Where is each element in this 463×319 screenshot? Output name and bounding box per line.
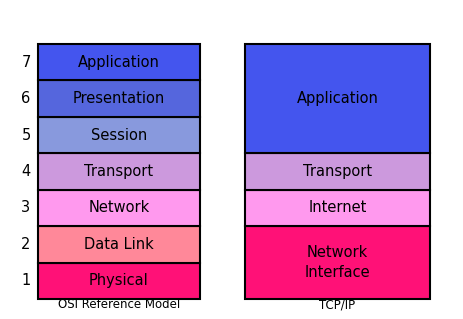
Bar bbox=[38, 44, 200, 80]
Text: Transport: Transport bbox=[84, 164, 154, 179]
Text: Application: Application bbox=[78, 55, 160, 70]
Text: Internet: Internet bbox=[308, 200, 367, 215]
Text: 7: 7 bbox=[21, 55, 31, 70]
Text: TCP/IP: TCP/IP bbox=[319, 298, 356, 311]
Text: OSI Reference Model: OSI Reference Model bbox=[58, 298, 180, 311]
Text: Data Link: Data Link bbox=[84, 237, 154, 252]
Bar bbox=[38, 190, 200, 226]
Text: 3: 3 bbox=[21, 200, 31, 215]
Bar bbox=[38, 263, 200, 299]
Text: Application: Application bbox=[297, 91, 378, 106]
Bar bbox=[245, 153, 430, 190]
Text: Session: Session bbox=[91, 128, 147, 143]
Text: Physical: Physical bbox=[89, 273, 149, 288]
Bar bbox=[38, 117, 200, 153]
Bar bbox=[245, 190, 430, 226]
Bar bbox=[38, 153, 200, 190]
Text: 2: 2 bbox=[21, 237, 31, 252]
Text: 5: 5 bbox=[21, 128, 31, 143]
Bar bbox=[245, 226, 430, 299]
Text: Network
Interface: Network Interface bbox=[305, 245, 370, 280]
Text: Presentation: Presentation bbox=[73, 91, 165, 106]
Text: 6: 6 bbox=[21, 91, 31, 106]
Bar bbox=[38, 226, 200, 263]
Text: 4: 4 bbox=[21, 164, 31, 179]
Bar bbox=[38, 80, 200, 117]
Text: 1: 1 bbox=[21, 273, 31, 288]
Text: Transport: Transport bbox=[303, 164, 372, 179]
Text: Network: Network bbox=[88, 200, 150, 215]
Bar bbox=[245, 44, 430, 153]
